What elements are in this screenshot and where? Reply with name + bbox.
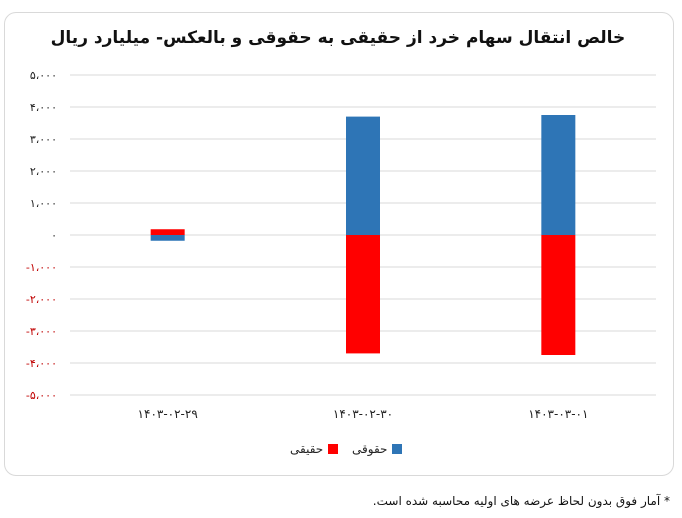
x-tick-label: ۱۴۰۳-۰۲-۳۰ xyxy=(333,407,393,421)
y-tick-label: -۲،۰۰۰ xyxy=(26,293,57,306)
bar-hoghooghi xyxy=(541,115,576,235)
y-tick-label: ۰ xyxy=(51,229,57,242)
chart-title: خالص انتقال سهام خرد از حقیقی به حقوقی و… xyxy=(50,28,626,48)
y-tick-label: -۳،۰۰۰ xyxy=(26,325,57,338)
legend-item-haghighi: حقیقی xyxy=(290,442,339,456)
y-tick-label: -۴،۰۰۰ xyxy=(26,357,57,370)
bar-haghighi xyxy=(346,235,380,354)
bar-haghighi xyxy=(150,229,185,235)
y-tick-label: -۱،۰۰۰ xyxy=(26,261,57,274)
bar-haghighi xyxy=(541,235,576,355)
y-tick-label: ۳،۰۰۰ xyxy=(30,133,57,146)
y-tick-label: -۵،۰۰۰ xyxy=(26,389,57,402)
legend-label-hoghooghi: حقوقی xyxy=(352,442,388,456)
y-tick-label: ۱،۰۰۰ xyxy=(30,197,57,210)
x-tick-label: ۱۴۰۳-۰۲-۲۹ xyxy=(138,407,198,421)
legend-swatch-hoghooghi xyxy=(392,444,403,454)
legend-item-hoghooghi: حقوقی xyxy=(352,442,403,456)
footnote: * آمار فوق بدون لحاظ عرضه های اولیه محاس… xyxy=(372,494,670,508)
bar-hoghooghi xyxy=(346,116,380,235)
y-tick-label: ۲،۰۰۰ xyxy=(30,165,57,178)
legend-label-haghighi: حقیقی xyxy=(290,442,324,456)
y-tick-label: ۴،۰۰۰ xyxy=(30,101,57,114)
y-tick-label: ۵،۰۰۰ xyxy=(30,69,57,82)
legend-swatch-haghighi xyxy=(328,444,339,454)
bar-hoghooghi xyxy=(150,235,185,241)
x-tick-label: ۱۴۰۳-۰۳-۰۱ xyxy=(528,407,588,421)
chart-legend: حقیقی حقوقی xyxy=(0,442,682,462)
